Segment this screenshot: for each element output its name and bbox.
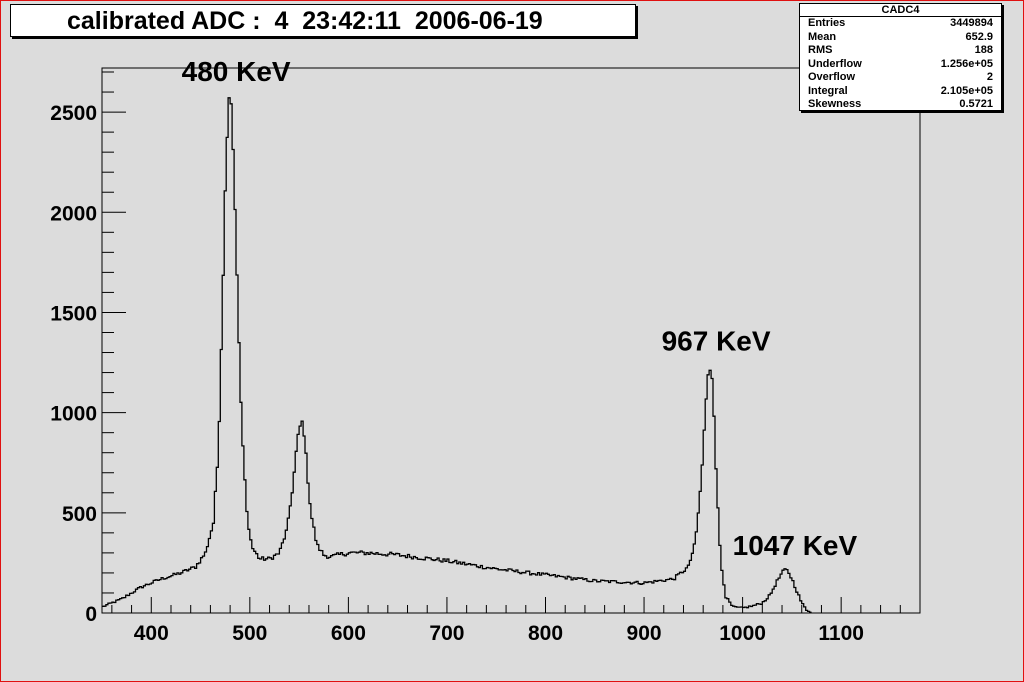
peak-annotation: 480 KeV xyxy=(182,56,291,87)
x-tick-label: 1000 xyxy=(719,622,766,645)
y-tick-label: 0 xyxy=(85,603,97,626)
stats-value: 1.256e+05 xyxy=(940,57,993,70)
stats-row: RMS 188 xyxy=(800,44,1001,58)
stats-value: 2 xyxy=(986,71,993,83)
y-tick-label: 2000 xyxy=(50,202,97,225)
histogram-series-line xyxy=(102,97,812,613)
stats-box: CADC4 Entries 3449894 Mean 652.9 RMS 188 Under… xyxy=(799,3,1002,111)
stats-label: Overflow xyxy=(808,71,856,83)
stats-row: Mean 652.9 xyxy=(800,31,1001,45)
stats-label: Skewness xyxy=(808,98,862,110)
peak-annotation: 967 KeV xyxy=(662,326,771,357)
stats-label: Underflow xyxy=(808,57,862,70)
stats-value: 2.105e+05 xyxy=(940,84,993,97)
x-tick-label: 400 xyxy=(134,622,169,645)
x-tick-label: 1100 xyxy=(818,622,864,645)
peak-annotations: 480 KeV 967 KeV 1047 KeV xyxy=(182,56,858,561)
axis-ticks xyxy=(102,71,921,614)
y-tick-label: 500 xyxy=(62,503,97,526)
stats-rows: Entries 3449894 Mean 652.9 RMS 188 Underflow 1.… xyxy=(800,17,1001,112)
stats-row: Entries 3449894 xyxy=(800,17,1001,31)
stats-value: 188 xyxy=(974,44,993,56)
y-tick-label: 2500 xyxy=(50,102,97,125)
stats-row: Integral 2.105e+05 xyxy=(800,85,1001,99)
stats-value: 3449894 xyxy=(950,17,993,29)
histogram-title: calibrated ADC : 4 23:42:11 2006-06-19 xyxy=(10,4,636,37)
x-tick-label: 700 xyxy=(429,622,464,645)
stats-value: 0.5721 xyxy=(959,98,993,110)
x-tick-label: 900 xyxy=(627,622,662,645)
stats-value: 652.9 xyxy=(965,30,993,43)
stats-row: Overflow 2 xyxy=(800,71,1001,85)
stats-label: Mean xyxy=(808,30,837,43)
x-tick-label: 500 xyxy=(232,622,267,645)
x-tick-label: 800 xyxy=(528,622,563,645)
y-tick-label: 1500 xyxy=(50,302,97,325)
stats-label: RMS xyxy=(808,44,833,56)
stats-label: Entries xyxy=(808,17,846,29)
x-tick-label: 600 xyxy=(331,622,366,645)
tick-labels: 400 500 600 700 800 900 1000 1100 0 500 1000 1500 20… xyxy=(50,102,864,645)
peak-annotation: 1047 KeV xyxy=(733,530,858,561)
stats-label: Integral xyxy=(808,84,848,97)
stats-title: CADC4 xyxy=(800,4,1001,17)
y-tick-label: 1000 xyxy=(50,403,97,426)
stats-row: Underflow 1.256e+05 xyxy=(800,58,1001,72)
stats-row: Skewness 0.5721 xyxy=(800,98,1001,112)
